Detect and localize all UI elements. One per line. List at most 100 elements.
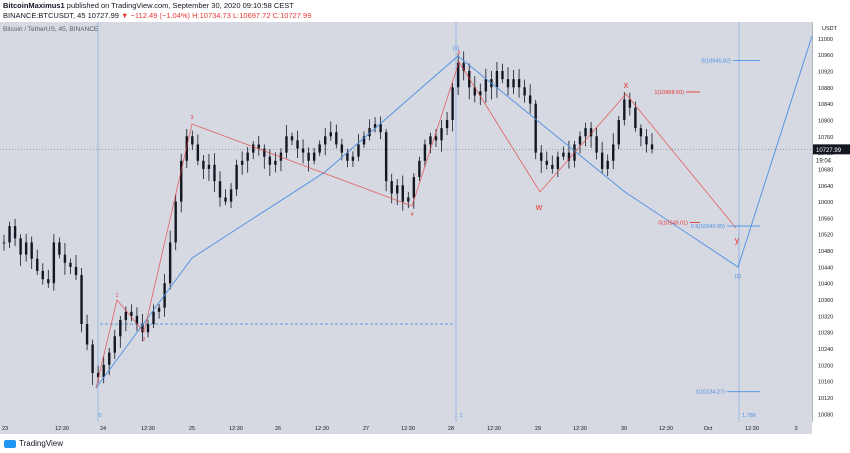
candle-body — [108, 352, 111, 365]
y-tick-label: 10960 — [818, 53, 833, 59]
wave-label: w — [535, 202, 543, 212]
candle-body — [584, 128, 587, 137]
candle-body — [423, 144, 427, 161]
candle-body — [473, 87, 476, 96]
symbol-line: BINANCE:BTCUSDT, 45 10727.99 ▼ −112.49 (… — [3, 11, 311, 20]
candle-body — [495, 70, 499, 88]
x-tick-label: 12:30 — [573, 426, 587, 432]
candle-body — [257, 144, 260, 149]
x-tick-label: 3 — [794, 426, 797, 432]
fib-level-label: 1(10134.27) — [695, 390, 725, 396]
candle-body — [512, 79, 515, 88]
chart-plot-area[interactable] — [0, 22, 812, 422]
y-tick-label: 10680 — [818, 167, 833, 173]
candle-body — [650, 144, 654, 150]
candle-body — [246, 152, 249, 161]
candle-body — [562, 152, 565, 157]
author-name[interactable]: BitcoinMaximus1 — [3, 1, 65, 10]
candle-body — [623, 99, 626, 120]
candle-body — [263, 148, 266, 157]
candle-body — [218, 181, 222, 198]
candle-body — [312, 152, 316, 161]
candle-body — [440, 128, 443, 141]
candle-body — [296, 140, 299, 149]
candle-body — [185, 136, 188, 161]
x-tick-label: 12:30 — [487, 426, 501, 432]
candle-body — [506, 79, 510, 88]
blue-wave-path — [95, 35, 813, 389]
candle-body — [130, 311, 133, 316]
y-tick-label: 10400 — [818, 282, 833, 288]
wave-label: 5 — [458, 50, 461, 56]
candle-body — [141, 324, 144, 333]
price-axis[interactable] — [812, 22, 850, 422]
candle-body — [540, 152, 543, 161]
countdown-label: 19:04 — [816, 158, 832, 164]
candle-body — [240, 160, 244, 165]
wave-label: x — [624, 80, 629, 90]
candle-body — [528, 95, 532, 104]
y-tick-label: 10240 — [818, 347, 833, 353]
candle-body — [595, 136, 598, 153]
candle-body — [634, 107, 637, 129]
y-tick-label: 10200 — [818, 363, 833, 369]
candle-body — [279, 152, 283, 161]
fib-level-label: 1(10868.60) — [654, 90, 684, 96]
candle-body — [606, 160, 609, 169]
candle-body — [63, 254, 67, 263]
time-axis[interactable] — [0, 422, 812, 434]
candle-body — [180, 160, 183, 202]
candle-body — [501, 70, 504, 80]
candle-body — [202, 160, 205, 169]
candle-body — [401, 185, 404, 202]
candle-body — [462, 62, 465, 71]
candle-body — [390, 181, 393, 194]
y-tick-label: 10560 — [818, 216, 833, 222]
y-tick-label: 10600 — [818, 200, 833, 206]
candle-body — [213, 164, 216, 182]
red-wave-path — [95, 61, 737, 389]
candle-body — [301, 148, 305, 153]
wave-label: 0 — [98, 413, 101, 419]
candle-body — [556, 156, 560, 169]
candle-body — [600, 152, 604, 169]
candle-body — [384, 132, 388, 182]
y-tick-label: 10800 — [818, 118, 833, 124]
candle-body — [135, 315, 139, 325]
x-tick-label: 12:30 — [401, 426, 415, 432]
wave-label: y — [735, 235, 740, 245]
ohlc-values: H:10734.73 L:10697.72 C:10727.99 — [192, 11, 312, 20]
candle-body — [19, 238, 22, 255]
x-tick-label: 23 — [2, 426, 8, 432]
candle-body — [329, 132, 332, 137]
y-tick-label: 10120 — [818, 396, 833, 402]
x-tick-label: 12:30 — [229, 426, 243, 432]
candle-body — [362, 136, 366, 145]
candle-body — [612, 144, 615, 161]
candle-body — [517, 79, 521, 88]
candle-body — [351, 156, 355, 161]
wave-label: (2) — [735, 274, 742, 280]
candle-body — [628, 99, 632, 108]
candle-body — [617, 119, 620, 145]
candle-body — [102, 364, 105, 378]
candle-body — [191, 136, 194, 145]
candle-body — [74, 266, 78, 276]
x-tick-label: 12:30 — [55, 426, 69, 432]
candle-body — [589, 128, 593, 137]
x-tick-label: 30 — [621, 426, 627, 432]
tradingview-logo-icon — [4, 439, 16, 448]
y-tick-label: 10080 — [818, 412, 833, 418]
y-tick-label: 10840 — [818, 102, 833, 108]
candle-body — [30, 242, 33, 259]
candle-body — [168, 242, 172, 284]
candle-body — [551, 164, 554, 169]
candle-body — [91, 344, 94, 374]
tradingview-logo[interactable]: TradingView — [4, 439, 63, 448]
candle-body — [224, 197, 227, 202]
y-tick-label: 10480 — [818, 249, 833, 255]
x-tick-label: 26 — [275, 426, 281, 432]
wave-label: (1) — [453, 46, 460, 52]
x-tick-label: 12:30 — [745, 426, 759, 432]
candle-body — [307, 152, 310, 161]
